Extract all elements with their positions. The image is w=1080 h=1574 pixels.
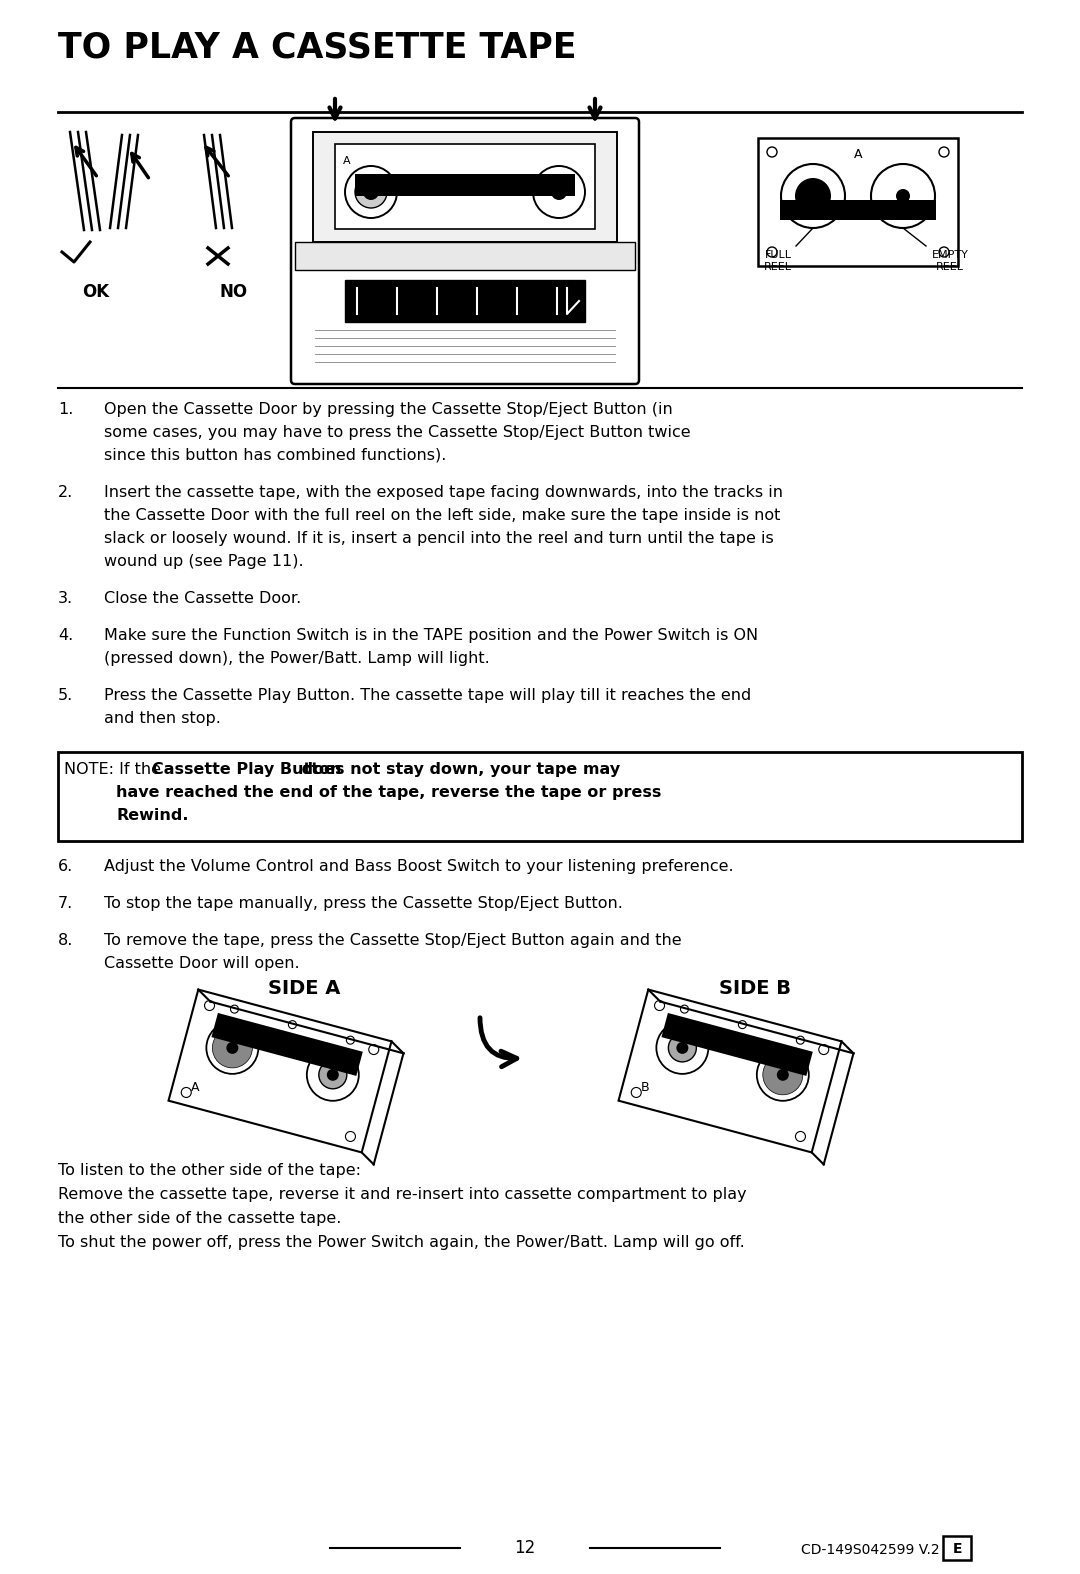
Text: A: A bbox=[854, 148, 862, 161]
Circle shape bbox=[781, 164, 845, 228]
Circle shape bbox=[777, 1069, 788, 1081]
Circle shape bbox=[762, 1055, 802, 1096]
Text: Cassette Door will open.: Cassette Door will open. bbox=[104, 955, 299, 971]
Text: have reached the end of the tape, reverse the tape or press: have reached the end of the tape, revers… bbox=[116, 785, 661, 800]
Bar bbox=[355, 175, 575, 197]
Text: 12: 12 bbox=[514, 1539, 536, 1557]
Circle shape bbox=[307, 1048, 359, 1100]
Text: since this button has combined functions).: since this button has combined functions… bbox=[104, 449, 446, 463]
Text: SIDE B: SIDE B bbox=[718, 979, 791, 998]
Text: does not stay down, your tape may: does not stay down, your tape may bbox=[296, 762, 620, 778]
Circle shape bbox=[534, 165, 585, 219]
Polygon shape bbox=[212, 1014, 363, 1077]
Circle shape bbox=[355, 176, 387, 208]
Circle shape bbox=[657, 1022, 708, 1073]
Text: Remove the cassette tape, reverse it and re-insert into cassette compartment to : Remove the cassette tape, reverse it and… bbox=[58, 1187, 746, 1203]
Text: Close the Cassette Door.: Close the Cassette Door. bbox=[104, 590, 301, 606]
Text: slack or loosely wound. If it is, insert a pencil into the reel and turn until t: slack or loosely wound. If it is, insert… bbox=[104, 530, 773, 546]
Text: SIDE A: SIDE A bbox=[269, 979, 341, 998]
Bar bbox=[295, 242, 635, 271]
Text: OK: OK bbox=[82, 283, 109, 301]
Text: EMPTY
REEL: EMPTY REEL bbox=[932, 250, 969, 272]
Bar bbox=[58, 752, 1022, 841]
Circle shape bbox=[769, 1061, 797, 1089]
Circle shape bbox=[218, 1034, 246, 1062]
Bar bbox=[758, 139, 958, 266]
Text: A: A bbox=[190, 1081, 199, 1094]
Polygon shape bbox=[661, 1014, 813, 1077]
Text: 8.: 8. bbox=[58, 933, 73, 948]
Text: FULL
REEL: FULL REEL bbox=[764, 250, 792, 272]
Text: B: B bbox=[640, 1081, 649, 1094]
Text: To shut the power off, press the Power Switch again, the Power/Batt. Lamp will g: To shut the power off, press the Power S… bbox=[58, 1236, 745, 1250]
Text: To stop the tape manually, press the Cassette Stop/Eject Button.: To stop the tape manually, press the Cas… bbox=[104, 896, 623, 911]
Text: E: E bbox=[953, 1543, 962, 1557]
Circle shape bbox=[319, 1061, 347, 1089]
Bar bbox=[943, 1536, 971, 1560]
Circle shape bbox=[363, 184, 379, 200]
Text: some cases, you may have to press the Cassette Stop/Eject Button twice: some cases, you may have to press the Ca… bbox=[104, 425, 690, 441]
Text: TO PLAY A CASSETTE TAPE: TO PLAY A CASSETTE TAPE bbox=[58, 30, 577, 65]
Text: and then stop.: and then stop. bbox=[104, 711, 221, 726]
Text: the other side of the cassette tape.: the other side of the cassette tape. bbox=[58, 1210, 341, 1226]
Bar bbox=[780, 200, 936, 220]
Circle shape bbox=[327, 1069, 339, 1081]
Polygon shape bbox=[168, 990, 391, 1152]
Text: the Cassette Door with the full reel on the left side, make sure the tape inside: the Cassette Door with the full reel on … bbox=[104, 508, 781, 523]
Text: NOTE: If the: NOTE: If the bbox=[64, 762, 166, 778]
Text: 5.: 5. bbox=[58, 688, 73, 704]
Text: 2.: 2. bbox=[58, 485, 73, 501]
Text: CD-149S042599 V.2: CD-149S042599 V.2 bbox=[801, 1543, 940, 1557]
Text: 3.: 3. bbox=[58, 590, 73, 606]
Circle shape bbox=[551, 184, 567, 200]
Text: Press the Cassette Play Button. The cassette tape will play till it reaches the : Press the Cassette Play Button. The cass… bbox=[104, 688, 752, 704]
Text: (pressed down), the Power/Batt. Lamp will light.: (pressed down), the Power/Batt. Lamp wil… bbox=[104, 652, 489, 666]
Text: 6.: 6. bbox=[58, 859, 73, 874]
Circle shape bbox=[213, 1028, 253, 1067]
Circle shape bbox=[206, 1022, 258, 1073]
Text: 1.: 1. bbox=[58, 401, 73, 417]
Polygon shape bbox=[619, 990, 841, 1152]
Text: Cassette Play Button: Cassette Play Button bbox=[152, 762, 341, 778]
Text: wound up (see Page 11).: wound up (see Page 11). bbox=[104, 554, 303, 568]
Bar bbox=[345, 280, 585, 323]
Bar bbox=[313, 132, 617, 242]
Text: Adjust the Volume Control and Bass Boost Switch to your listening preference.: Adjust the Volume Control and Bass Boost… bbox=[104, 859, 733, 874]
Circle shape bbox=[795, 178, 831, 214]
Circle shape bbox=[227, 1042, 239, 1055]
Circle shape bbox=[227, 1042, 239, 1055]
Text: 4.: 4. bbox=[58, 628, 73, 644]
Circle shape bbox=[896, 189, 910, 203]
Circle shape bbox=[345, 165, 397, 219]
Text: A: A bbox=[343, 156, 351, 165]
Text: Make sure the Function Switch is in the TAPE position and the Power Switch is ON: Make sure the Function Switch is in the … bbox=[104, 628, 758, 644]
Text: NO: NO bbox=[220, 283, 248, 301]
Text: 7.: 7. bbox=[58, 896, 73, 911]
Text: Rewind.: Rewind. bbox=[116, 807, 189, 823]
Text: Open the Cassette Door by pressing the Cassette Stop/Eject Button (in: Open the Cassette Door by pressing the C… bbox=[104, 401, 673, 417]
Text: To remove the tape, press the Cassette Stop/Eject Button again and the: To remove the tape, press the Cassette S… bbox=[104, 933, 681, 948]
Circle shape bbox=[757, 1048, 809, 1100]
Bar bbox=[335, 143, 595, 228]
Circle shape bbox=[669, 1034, 697, 1062]
Circle shape bbox=[676, 1042, 688, 1055]
Text: Insert the cassette tape, with the exposed tape facing downwards, into the track: Insert the cassette tape, with the expos… bbox=[104, 485, 783, 501]
Circle shape bbox=[870, 164, 935, 228]
Circle shape bbox=[777, 1069, 788, 1081]
Text: To listen to the other side of the tape:: To listen to the other side of the tape: bbox=[58, 1163, 361, 1177]
